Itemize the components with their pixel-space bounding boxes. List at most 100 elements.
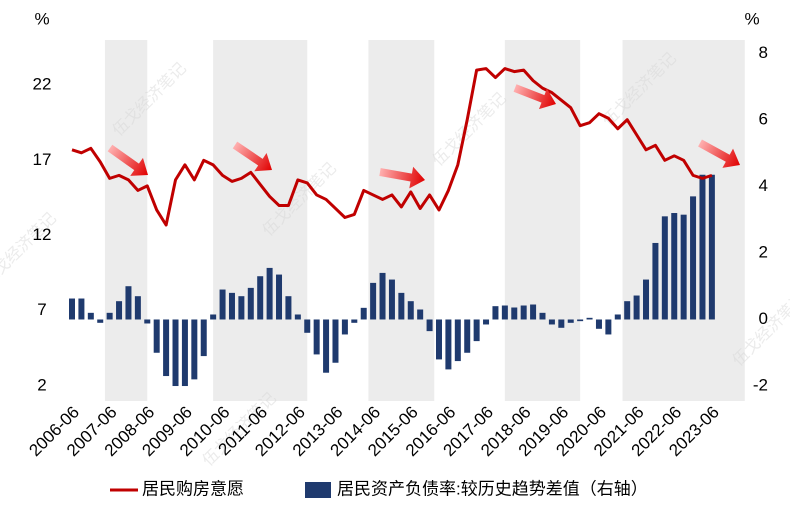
bar — [407, 301, 414, 320]
shaded-period — [504, 40, 581, 401]
bar — [652, 242, 659, 320]
arrow-shape — [107, 144, 148, 176]
bar — [78, 298, 85, 320]
bar — [181, 319, 188, 387]
y2-tick-label: 8 — [759, 43, 768, 62]
bar — [614, 314, 621, 320]
shaded-period — [213, 40, 308, 401]
bar — [238, 296, 245, 320]
y-tick-label: 7 — [37, 300, 46, 319]
bar — [351, 319, 358, 323]
bar — [398, 292, 405, 320]
bar — [144, 319, 151, 324]
y-tick-label: 22 — [33, 75, 52, 94]
y-unit: % — [34, 9, 49, 28]
bar — [417, 309, 424, 320]
bar — [435, 319, 442, 360]
bar — [172, 319, 179, 387]
arrow-shape — [232, 141, 272, 172]
trend-arrow — [232, 141, 272, 172]
bar — [370, 282, 377, 320]
arrow-shape — [698, 139, 740, 168]
bar — [191, 319, 198, 380]
bar — [473, 319, 480, 342]
arrow-shape — [379, 166, 426, 189]
bar — [228, 292, 235, 320]
y2-tick-label: -2 — [753, 376, 768, 395]
bar — [520, 305, 527, 320]
bar — [511, 307, 518, 320]
bar — [69, 298, 75, 320]
trend-arrow — [107, 144, 148, 176]
bar — [633, 295, 640, 320]
bar — [87, 312, 94, 320]
y2-tick-label: 4 — [759, 176, 768, 195]
bar — [699, 174, 706, 320]
trend-arrow — [379, 166, 426, 189]
bar — [586, 317, 593, 320]
bar — [247, 287, 254, 320]
y2-tick-label: 6 — [759, 109, 768, 128]
bar — [323, 319, 330, 373]
bar — [643, 279, 650, 320]
watermark: 伍戈经济笔记 — [0, 209, 60, 290]
shaded-period — [368, 40, 435, 401]
bar — [163, 319, 170, 377]
bar — [360, 307, 367, 320]
bar — [548, 319, 555, 325]
bar — [294, 314, 301, 320]
bar — [567, 319, 574, 323]
bar — [539, 312, 546, 320]
trend-arrow — [513, 84, 557, 110]
y2-tick-label: 2 — [759, 242, 768, 261]
bar — [210, 314, 217, 320]
bar — [125, 286, 132, 320]
bar — [671, 213, 678, 320]
bar — [483, 319, 490, 325]
bar — [379, 272, 386, 320]
bar — [454, 319, 461, 362]
bar — [595, 319, 602, 329]
bar — [690, 196, 697, 320]
bar — [558, 319, 565, 328]
bar — [388, 279, 395, 320]
bar — [341, 319, 348, 335]
bar — [304, 319, 311, 333]
bar — [501, 305, 508, 320]
bar — [426, 319, 433, 332]
bar — [116, 301, 123, 320]
y-tick-label: 12 — [33, 225, 52, 244]
bar — [445, 319, 452, 370]
bar — [492, 306, 499, 320]
bar — [332, 319, 339, 363]
bar — [530, 304, 537, 320]
bar — [134, 296, 141, 320]
bar — [661, 216, 668, 320]
bar — [680, 214, 687, 320]
bar — [266, 267, 273, 320]
legend-label: 居民购房意愿 — [142, 479, 244, 498]
trend-arrow — [698, 139, 740, 168]
y2-unit: % — [744, 9, 759, 28]
bar — [106, 312, 113, 320]
legend-label: 居民资产负债率:较历史趋势差值（右轴） — [337, 479, 648, 498]
bar — [257, 276, 264, 320]
line — [71, 67, 713, 227]
bar — [219, 289, 226, 320]
bar — [624, 301, 631, 320]
shaded-period — [104, 40, 148, 401]
bar — [153, 319, 160, 353]
bar — [313, 319, 320, 355]
bar — [605, 319, 612, 335]
bar — [285, 296, 292, 320]
bar — [577, 319, 584, 322]
bar — [464, 319, 471, 353]
y2-tick-label: 0 — [759, 309, 768, 328]
bar — [276, 274, 283, 320]
bar — [708, 174, 715, 320]
arrow-shape — [513, 84, 557, 110]
legend-swatch — [305, 482, 331, 498]
y-tick-label: 2 — [37, 375, 46, 394]
bar — [97, 319, 104, 323]
